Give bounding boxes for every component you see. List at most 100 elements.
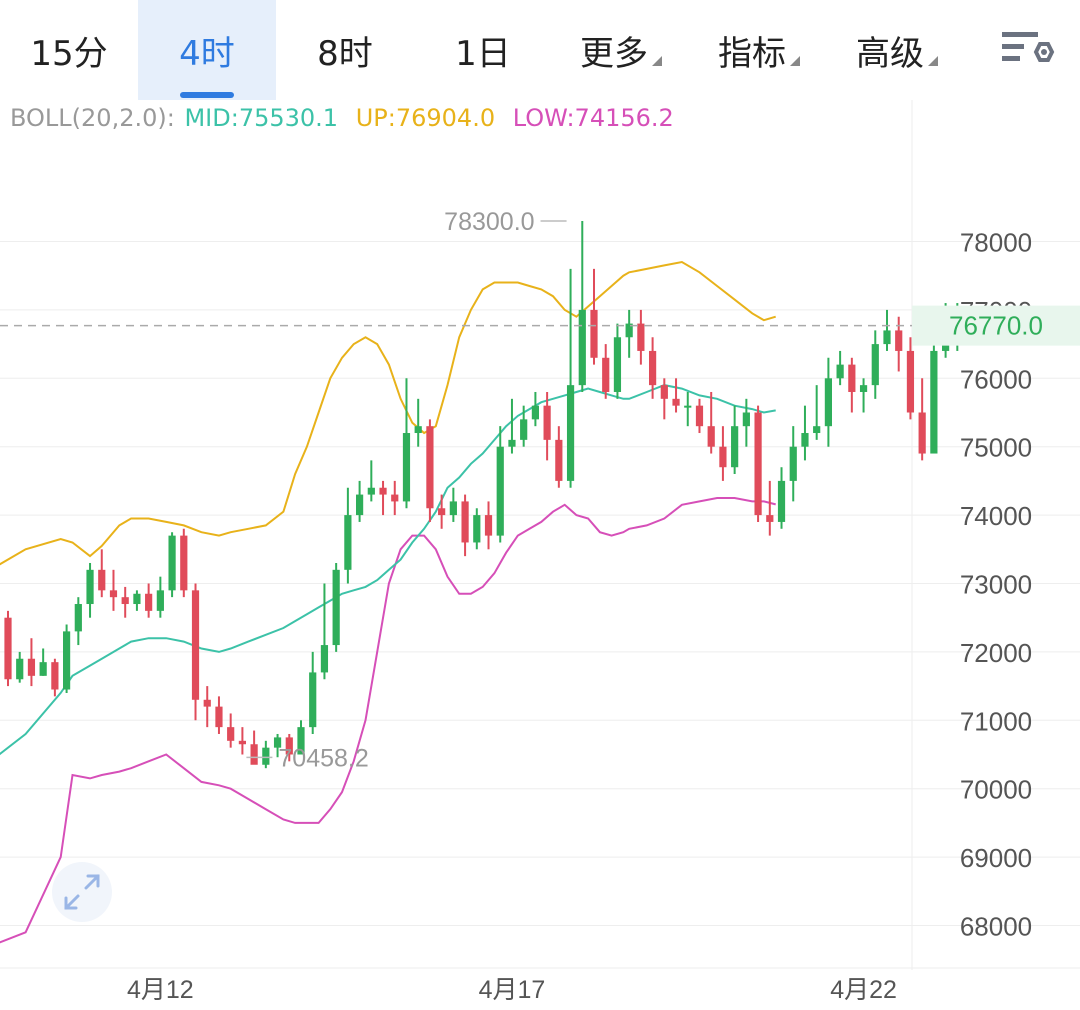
- candle-body: [649, 350, 657, 386]
- candle-body: [109, 590, 118, 598]
- high-marker-label: 78300.0: [444, 208, 534, 236]
- candle-body: [191, 590, 200, 700]
- candle-body: [871, 344, 879, 386]
- candle-body: [859, 385, 868, 392]
- boll-legend-low: LOW:74156.2: [512, 104, 674, 132]
- last-price-label: 76770.0: [949, 311, 1043, 341]
- candle-body: [449, 501, 457, 516]
- candlestick-chart[interactable]: 68000 69000 70000 71000 72000 73000 74000 75000…: [0, 100, 1080, 1010]
- candle-body: [848, 364, 856, 392]
- timeframe-tabs: 15分 4时 8时 1日 更多 指标 高级: [0, 0, 1080, 100]
- candle-body: [777, 480, 786, 522]
- candle-body: [461, 501, 469, 543]
- tab-label: 4时: [179, 33, 235, 74]
- tab-label: 指标: [718, 33, 786, 74]
- candle-body: [156, 590, 164, 611]
- tab-label: 1日: [455, 33, 511, 74]
- y-tick-label: 74000: [960, 501, 1032, 531]
- tab-label: 15分: [30, 33, 108, 74]
- candle-body: [801, 433, 809, 447]
- y-tick-label: 69000: [960, 843, 1032, 873]
- y-tick-label: 75000: [960, 433, 1032, 463]
- boll-legend-prefix: BOLL(20,2.0):: [10, 104, 175, 132]
- candle-body: [484, 515, 493, 536]
- candle-body: [602, 357, 610, 392]
- boll-legend: BOLL(20,2.0): MID:75530.1 UP:76904.0 LOW…: [10, 104, 684, 132]
- candle-body: [180, 535, 188, 591]
- dropdown-triangle-icon: [790, 56, 800, 66]
- candle-body: [426, 426, 434, 509]
- candle-body: [496, 446, 504, 536]
- candle-body: [531, 405, 539, 420]
- dropdown-triangle-icon: [928, 56, 938, 66]
- candle-body: [250, 744, 258, 765]
- candle-body: [766, 515, 774, 522]
- candle-body: [789, 446, 797, 481]
- tab-2[interactable]: 8时: [276, 0, 414, 100]
- candle-body: [672, 398, 680, 406]
- candle-body: [27, 658, 36, 676]
- candle-body: [438, 508, 446, 516]
- candle-body: [660, 385, 668, 399]
- candle-body: [297, 727, 305, 755]
- candle-body: [824, 378, 832, 427]
- boll-mid-line: [0, 384, 776, 756]
- x-tick-label: 4月17: [479, 976, 546, 1004]
- candle-body: [906, 350, 915, 413]
- candle-body: [684, 405, 692, 408]
- chart-settings-button[interactable]: [1000, 26, 1060, 74]
- candle-body: [121, 597, 129, 605]
- candle-body: [520, 419, 528, 440]
- tab-5[interactable]: 指标: [690, 0, 828, 100]
- candle-body: [578, 309, 586, 386]
- candle-body: [320, 645, 329, 673]
- tab-3[interactable]: 1日: [414, 0, 552, 100]
- tab-1[interactable]: 4时: [138, 0, 276, 100]
- candle-body: [74, 604, 82, 632]
- y-tick-label: 70000: [960, 775, 1032, 805]
- candle-body: [367, 487, 375, 495]
- candle-body: [215, 706, 223, 728]
- expand-arrows-icon: [64, 874, 100, 910]
- candle-body: [414, 426, 422, 434]
- candle-body: [543, 405, 551, 440]
- expand-chart-button[interactable]: [52, 862, 112, 922]
- candle-body: [332, 569, 340, 646]
- candle-body: [4, 617, 12, 680]
- candle-body: [98, 569, 106, 591]
- candle-body: [16, 658, 24, 680]
- candle-body: [391, 494, 399, 502]
- tab-label: 更多: [580, 33, 648, 74]
- candle-body: [473, 515, 481, 543]
- tab-6[interactable]: 高级: [828, 0, 966, 100]
- active-tab-underline: [180, 92, 234, 98]
- candle-body: [742, 412, 750, 427]
- tab-label: 8时: [317, 33, 373, 74]
- candle-body: [918, 412, 926, 454]
- candle-body: [625, 323, 633, 338]
- candle-body: [731, 426, 739, 468]
- candle-body: [344, 515, 352, 570]
- candle-body: [590, 309, 598, 358]
- candle-body: [813, 426, 821, 434]
- candle-body: [719, 446, 727, 468]
- y-tick-label: 72000: [960, 638, 1032, 668]
- candle-body: [309, 672, 317, 728]
- candle-body: [86, 569, 94, 605]
- tab-0[interactable]: 15分: [0, 0, 138, 100]
- candle-body: [754, 412, 762, 516]
- last-price-badge: [912, 305, 1080, 346]
- candle-body: [555, 439, 563, 481]
- y-tick-label: 71000: [960, 706, 1032, 736]
- tab-4[interactable]: 更多: [552, 0, 690, 100]
- candle-body: [203, 699, 211, 707]
- candle-body: [227, 727, 235, 741]
- boll-legend-up: UP:76904.0: [355, 104, 496, 132]
- candle-body: [273, 737, 282, 748]
- low-marker-label: 70458.2: [278, 744, 368, 772]
- y-tick-label: 78000: [960, 228, 1032, 258]
- y-tick-label: 76000: [960, 364, 1032, 394]
- chart-settings-icon: [1002, 32, 1055, 62]
- boll-upper-line: [0, 260, 776, 566]
- x-tick-label: 4月12: [127, 976, 194, 1004]
